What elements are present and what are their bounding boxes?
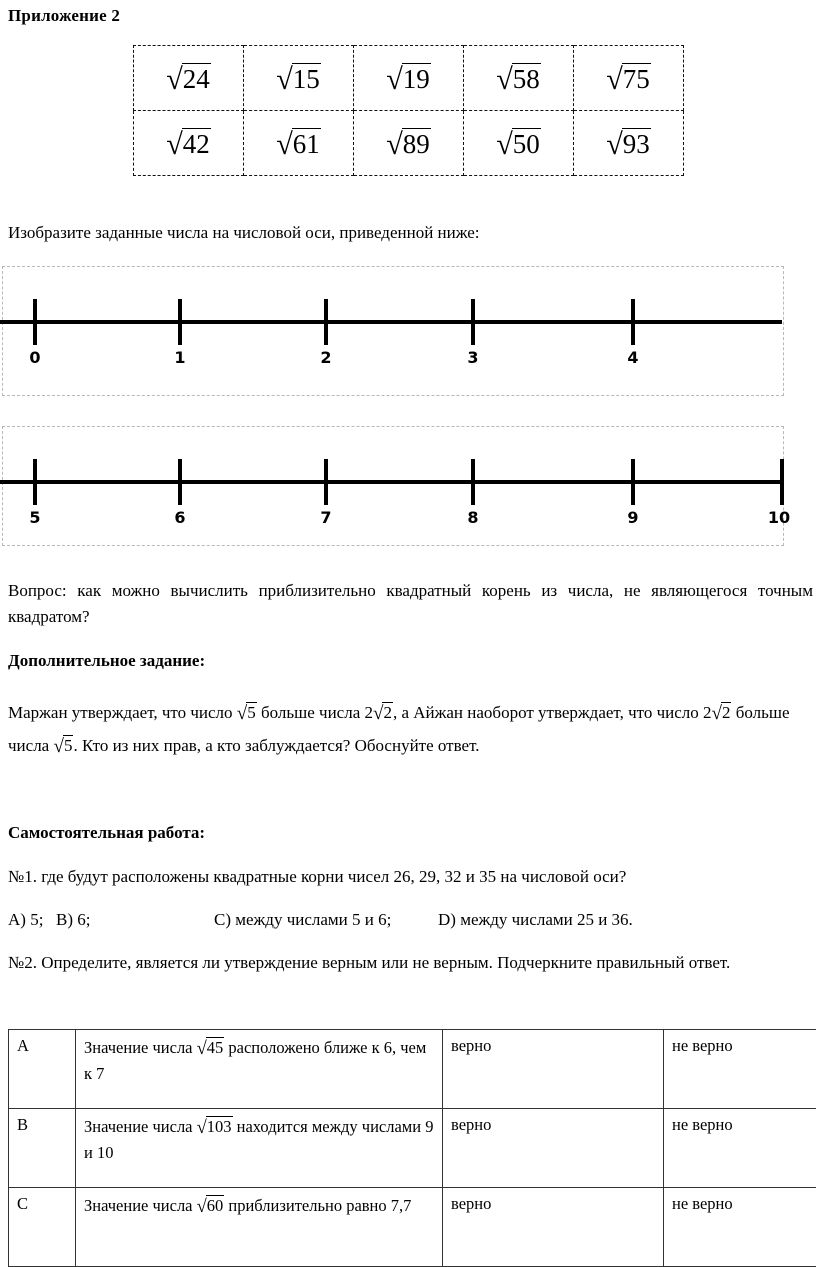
axis-tick — [471, 459, 475, 505]
statement-text: Значение числа √60 приблизительно равно … — [76, 1188, 443, 1267]
number-line-5-10: 5 6 7 8 9 10 — [0, 448, 816, 558]
independent-work-heading: Самостоятельная работа: — [8, 820, 508, 846]
answer-false[interactable]: не верно — [664, 1030, 816, 1109]
radical-cell: √15 — [244, 46, 354, 111]
question-text: Вопрос: как можно вычислить приблизитель… — [8, 578, 813, 631]
radical-sqrt-89: √89 — [386, 126, 431, 161]
task1-text: №1. где будут расположены квадратные кор… — [8, 864, 808, 890]
statement-key: B — [9, 1109, 76, 1188]
radical-cell: √42 — [134, 111, 244, 176]
radical-sqrt-2: √2 — [373, 696, 393, 729]
radical-cell: √89 — [354, 111, 464, 176]
answer-true[interactable]: верно — [443, 1188, 664, 1267]
axis-tick — [324, 299, 328, 345]
option-c[interactable]: C) между числами 5 и 6; — [214, 910, 391, 930]
table-row: A Значение числа √45 расположено ближе к… — [9, 1030, 816, 1109]
axis-tick — [178, 459, 182, 505]
axis-tick — [33, 299, 37, 345]
axis-tick — [631, 459, 635, 505]
extra-task-segment: больше числа 2 — [257, 703, 373, 722]
axis-tick-label: 7 — [320, 508, 331, 527]
axis-tick-label: 2 — [320, 348, 331, 367]
radical-sqrt-93: √93 — [606, 126, 651, 161]
statement-suffix: приблизительно равно 7,7 — [224, 1196, 411, 1215]
extra-task-segment: , а Айжан наоборот утверждает, что число… — [393, 703, 712, 722]
statement-prefix: Значение числа — [84, 1038, 197, 1057]
extra-task-segment: Маржан утверждает, что число — [8, 703, 237, 722]
answer-false[interactable]: не верно — [664, 1109, 816, 1188]
table-row: C Значение числа √60 приблизительно равн… — [9, 1188, 816, 1267]
answer-true[interactable]: верно — [443, 1030, 664, 1109]
option-d[interactable]: D) между числами 25 и 36. — [438, 910, 633, 930]
radicals-row: √24 √15 √19 √58 √75 — [134, 46, 684, 111]
axis-tick — [631, 299, 635, 345]
axis-tick-label: 4 — [627, 348, 638, 367]
radical-sqrt-50: √50 — [496, 126, 541, 161]
radical-cell: √61 — [244, 111, 354, 176]
extra-task-body: Маржан утверждает, что число √5 больше ч… — [8, 696, 816, 763]
radical-cell: √24 — [134, 46, 244, 111]
axis-tick-label: 0 — [29, 348, 40, 367]
radical-sqrt-60: √60 — [197, 1192, 225, 1220]
axis-line — [0, 480, 784, 484]
radical-sqrt-19: √19 — [386, 61, 431, 96]
radical-cell: √93 — [574, 111, 684, 176]
statement-key: C — [9, 1188, 76, 1267]
axis-tick — [324, 459, 328, 505]
statement-key: A — [9, 1030, 76, 1109]
number-line-0-4: 0 1 2 3 4 — [0, 288, 816, 398]
axis-tick — [780, 459, 784, 505]
radicals-row: √42 √61 √89 √50 √93 — [134, 111, 684, 176]
radical-sqrt-24: √24 — [166, 61, 211, 96]
radical-sqrt-45: √45 — [197, 1034, 225, 1062]
radical-sqrt-103: √103 — [197, 1113, 233, 1141]
axis-tick-label: 10 — [768, 508, 790, 527]
axis-tick-label: 5 — [29, 508, 40, 527]
table-row: B Значение числа √103 находится между чи… — [9, 1109, 816, 1188]
axis-tick-label: 1 — [174, 348, 185, 367]
axis-tick-label: 3 — [467, 348, 478, 367]
radical-sqrt-5: √5 — [237, 696, 257, 729]
radical-cell: √50 — [464, 111, 574, 176]
radical-cell: √58 — [464, 46, 574, 111]
extra-task-heading: Дополнительное задание: — [8, 648, 508, 674]
radical-sqrt-15: √15 — [276, 61, 321, 96]
radical-sqrt-58: √58 — [496, 61, 541, 96]
radical-sqrt-42: √42 — [166, 126, 211, 161]
axis-tick-label: 6 — [174, 508, 185, 527]
axis-tick — [33, 459, 37, 505]
radical-sqrt-5: √5 — [53, 729, 73, 762]
radical-sqrt-2: √2 — [712, 696, 732, 729]
axis-tick-label: 8 — [467, 508, 478, 527]
axis-tick-label: 9 — [627, 508, 638, 527]
statement-text: Значение числа √103 находится между числ… — [76, 1109, 443, 1188]
axis-tick — [471, 299, 475, 345]
statement-text: Значение числа √45 расположено ближе к 6… — [76, 1030, 443, 1109]
task2-text: №2. Определите, является ли утверждение … — [8, 950, 814, 976]
axis-tick — [178, 299, 182, 345]
option-a[interactable]: A) 5; — [8, 910, 43, 930]
option-b[interactable]: B) 6; — [56, 910, 90, 930]
statements-table: A Значение числа √45 расположено ближе к… — [8, 1029, 816, 1267]
answer-false[interactable]: не верно — [664, 1188, 816, 1267]
axis-line — [0, 320, 782, 324]
radical-cell: √19 — [354, 46, 464, 111]
statement-prefix: Значение числа — [84, 1196, 197, 1215]
radical-cell: √75 — [574, 46, 684, 111]
page-title: Приложение 2 — [8, 6, 120, 26]
instruction-text: Изобразите заданные числа на числовой ос… — [8, 220, 808, 246]
radical-sqrt-75: √75 — [606, 61, 651, 96]
radical-sqrt-61: √61 — [276, 126, 321, 161]
radicals-grid: √24 √15 √19 √58 √75 √42 √61 √89 √50 √93 — [133, 45, 684, 176]
extra-task-segment: . Кто из них прав, а кто заблуждается? О… — [73, 736, 479, 755]
answer-true[interactable]: верно — [443, 1109, 664, 1188]
statement-prefix: Значение числа — [84, 1117, 197, 1136]
